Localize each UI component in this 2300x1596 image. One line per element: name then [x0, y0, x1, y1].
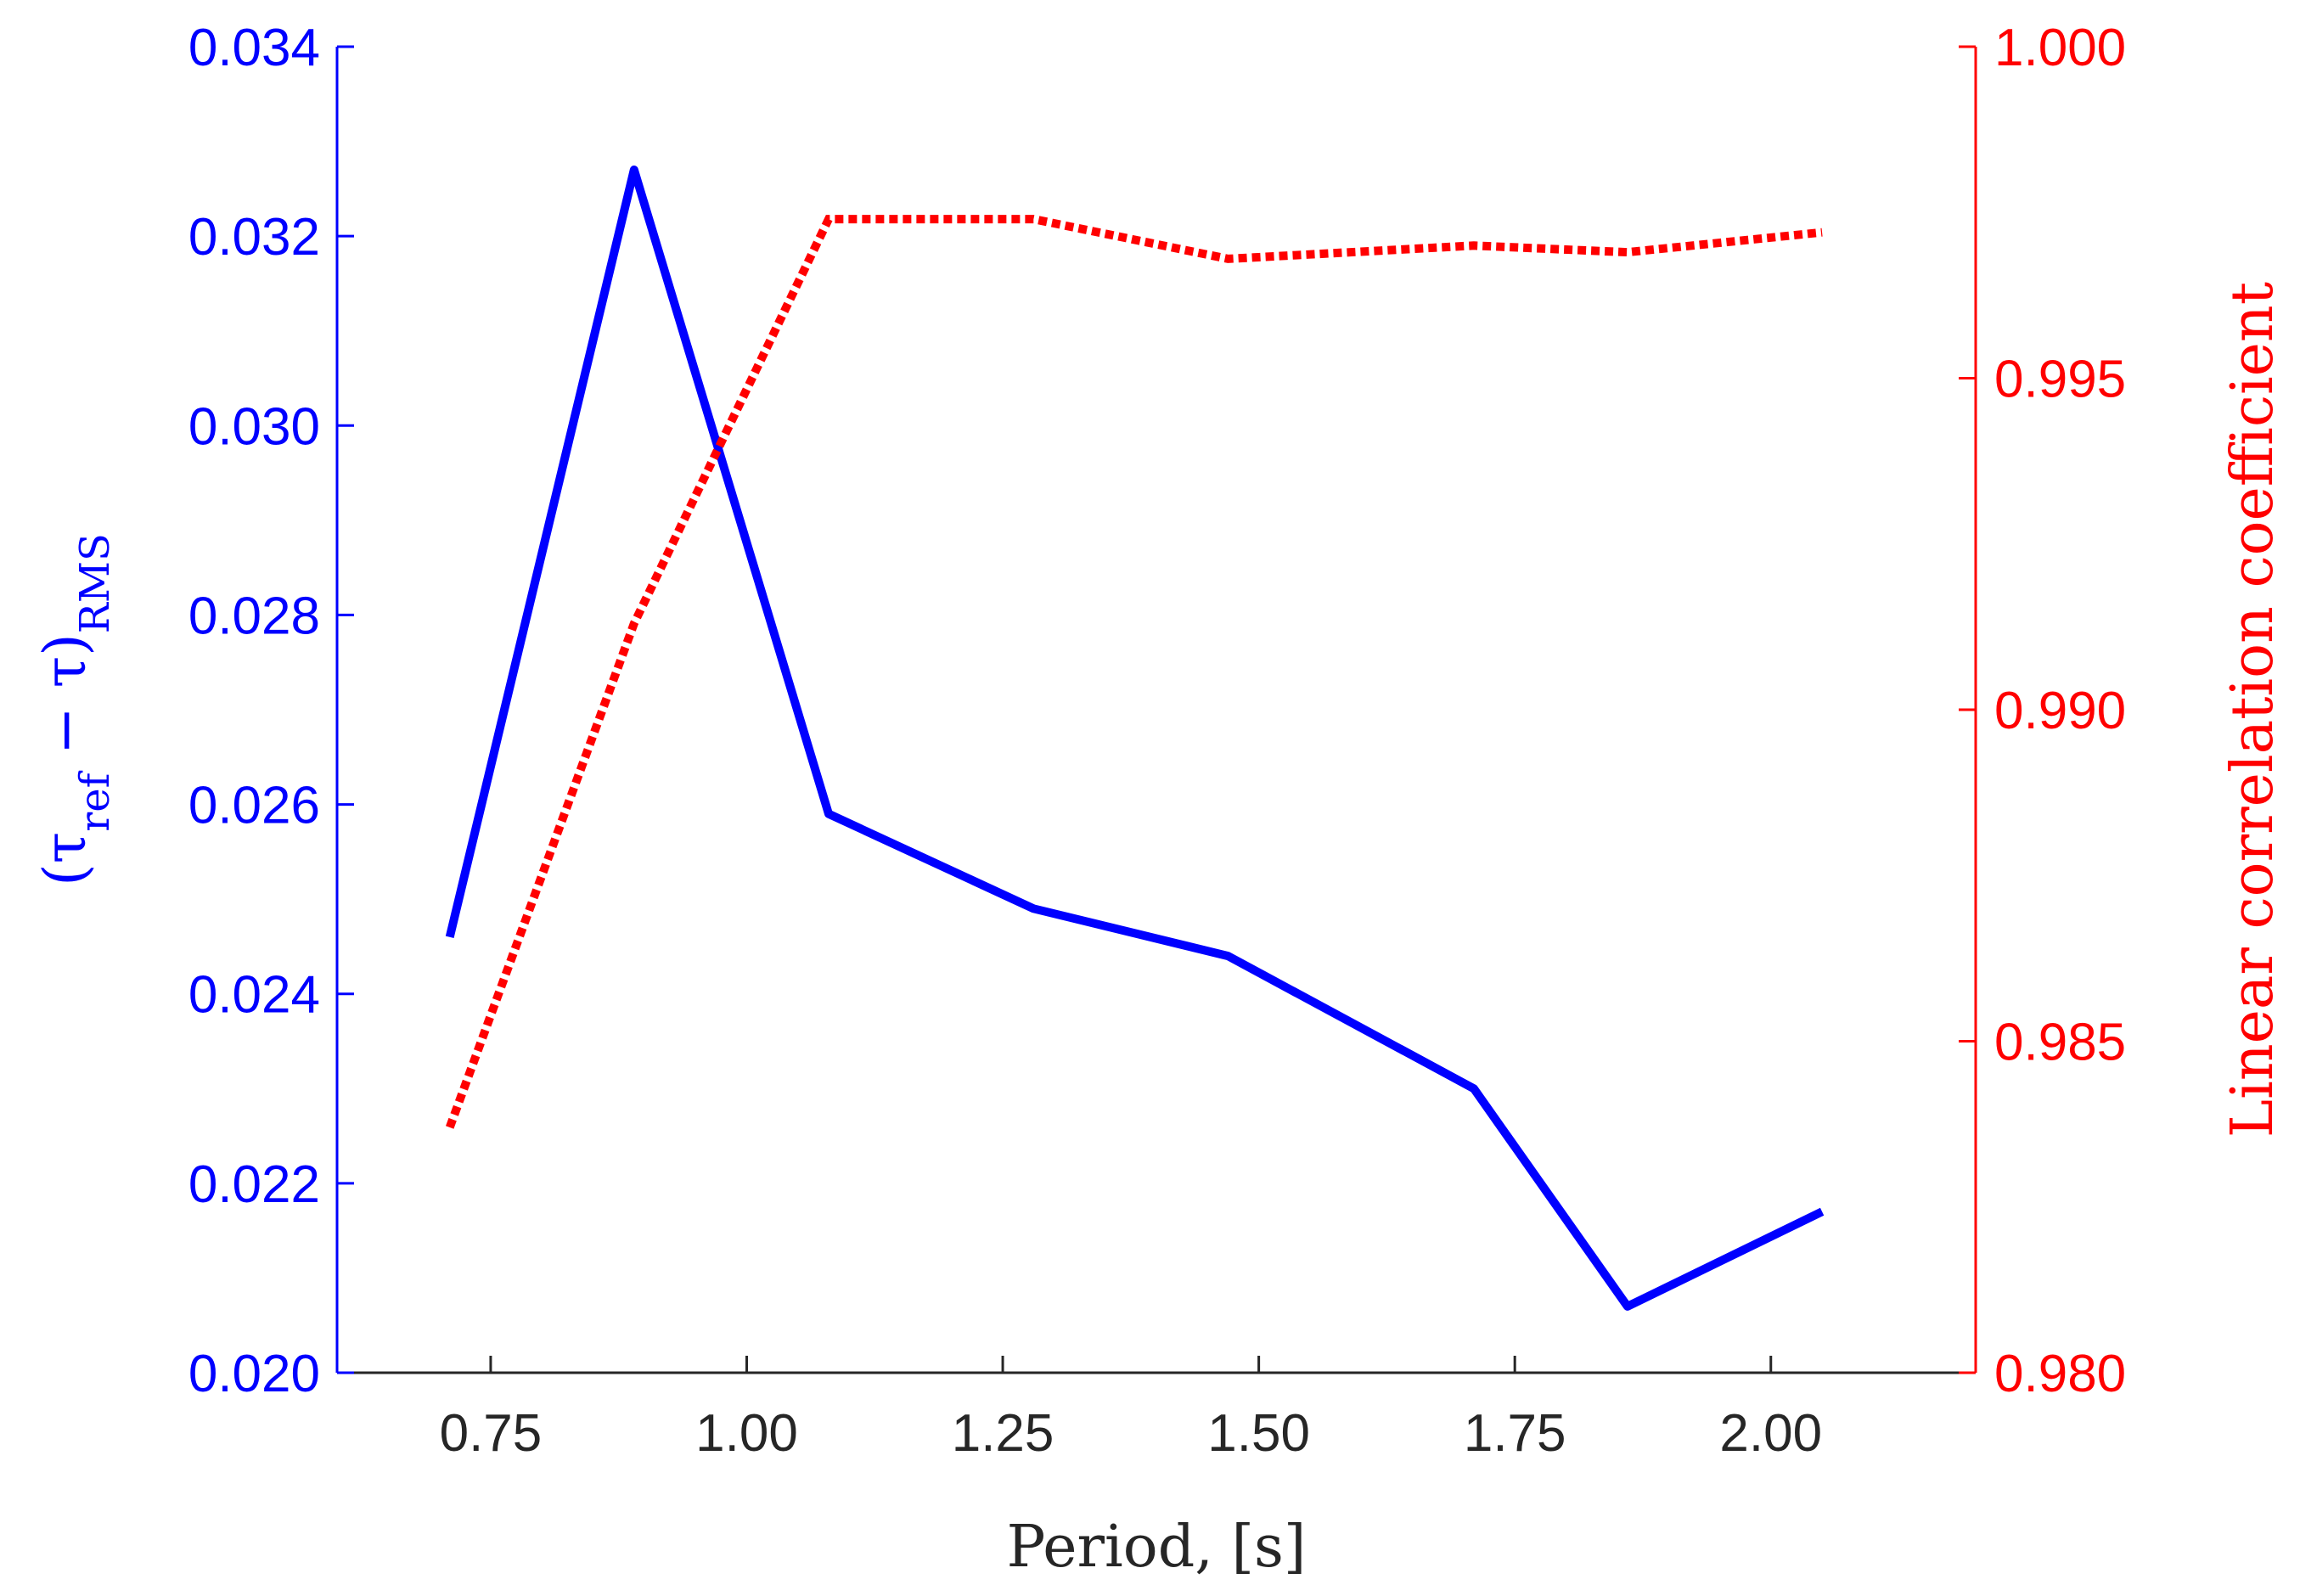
x-tick-label: 0.75: [440, 1404, 543, 1463]
y-left-tick-label: 0.032: [188, 208, 320, 267]
y-left-tick-label: 0.020: [188, 1345, 320, 1403]
y-left-tick-label: 0.034: [188, 19, 320, 77]
series-layer: [445, 166, 1825, 1311]
y-left-tick-label: 0.026: [188, 777, 320, 835]
rms-series-line: [445, 166, 1825, 1311]
x-axis-title: Period, [s]: [1007, 1514, 1307, 1581]
y-left-tick-label: 0.030: [188, 397, 320, 456]
y-left-title-sub-ref: ref: [71, 770, 119, 831]
x-tick-label: 1.75: [1464, 1404, 1566, 1463]
x-tick-label: 2.00: [1719, 1404, 1822, 1463]
y-left-tick-label: 0.028: [188, 587, 320, 645]
ticks-layer: 0.75 1.00 1.25 1.50 1.75 2.00 0.020 0.022 0.024 0…: [188, 19, 2126, 1463]
y-left-title-mid: − τ): [32, 633, 99, 773]
x-tick-label: 1.50: [1207, 1404, 1310, 1463]
y-left-title-open: (τ: [32, 832, 99, 886]
x-tick-label: 1.25: [952, 1404, 1054, 1463]
y-right-tick-label: 0.980: [1994, 1345, 2126, 1403]
y-left-tick-label: 0.024: [188, 966, 320, 1025]
y-right-tick-label: 1.000: [1994, 19, 2126, 77]
y-right-tick-label: 0.995: [1994, 351, 2126, 409]
y-left-tick-label: 0.022: [188, 1155, 320, 1214]
y-right-axis-title: Linear correlation coefficient: [2219, 282, 2286, 1138]
correlation-series-line: [446, 215, 1823, 1129]
y-right-tick-label: 0.990: [1994, 682, 2126, 740]
x-tick-label: 1.00: [695, 1404, 798, 1463]
y-right-tick-label: 0.985: [1994, 1014, 2126, 1072]
y-left-title-sub-rms: RMS: [71, 533, 119, 633]
y-left-axis-title: (τref − τ)RMS: [32, 533, 119, 886]
